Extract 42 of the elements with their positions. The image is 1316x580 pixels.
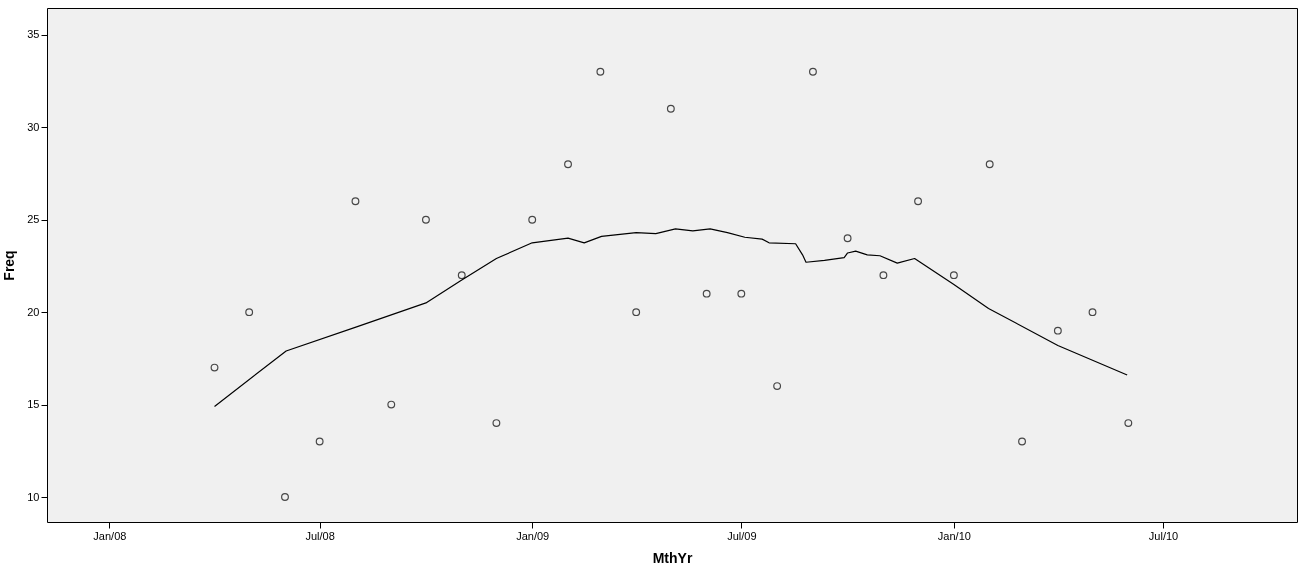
x-tick-label: Jul/08	[305, 529, 335, 542]
point	[1124, 419, 1133, 428]
point	[528, 215, 537, 224]
point	[281, 493, 289, 501]
point	[596, 67, 605, 76]
point	[879, 271, 888, 280]
point	[315, 437, 324, 446]
point	[666, 104, 675, 113]
point	[210, 363, 219, 372]
point	[737, 289, 746, 298]
y-tick-label: 20	[27, 305, 40, 318]
point	[421, 215, 430, 224]
point	[457, 271, 466, 280]
line-series	[213, 228, 1128, 408]
point	[1088, 308, 1097, 317]
x-axis-title: MthYr	[652, 549, 693, 566]
point	[914, 197, 923, 206]
point	[985, 160, 994, 169]
y-tick-label: 25	[27, 213, 40, 226]
y-tick-label: 15	[27, 398, 40, 411]
point	[351, 197, 360, 206]
y-axis-title: Freq	[1, 250, 18, 281]
point	[773, 382, 782, 391]
point	[632, 308, 641, 317]
x-tick-label: Jan/09	[516, 529, 550, 542]
y-tick-label: 30	[27, 120, 40, 133]
point	[1018, 437, 1026, 446]
point	[808, 67, 817, 76]
point	[702, 289, 711, 298]
point	[1053, 326, 1062, 335]
point	[492, 419, 501, 428]
point	[564, 160, 572, 169]
y-tick-label: 10	[27, 490, 40, 503]
point	[843, 234, 852, 243]
x-tick-label: Jul/10	[1148, 529, 1179, 542]
point	[387, 400, 396, 409]
x-tick-label: Jan/10	[937, 529, 971, 542]
point	[245, 308, 254, 317]
y-tick-label: 35	[27, 28, 40, 41]
x-tick-label: Jul/09	[727, 529, 757, 542]
point	[949, 271, 958, 280]
x-tick-label: Jan/08	[93, 529, 127, 542]
